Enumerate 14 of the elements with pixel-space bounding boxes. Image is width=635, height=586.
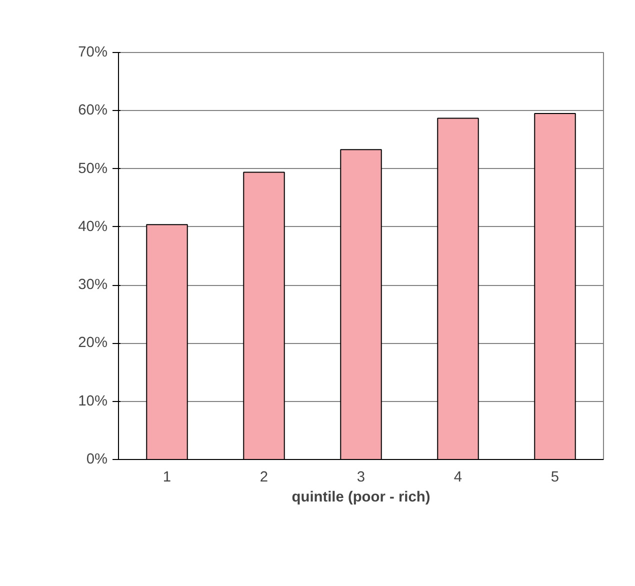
x-tick-label: 4 [454,470,462,486]
y-tick-label: 10% [78,393,108,410]
y-tick-label: 40% [78,218,108,235]
y-tick-label: 70% [78,44,108,60]
y-tick-label: 60% [78,102,108,119]
x-axis-title: quintile (poor - rich) [292,490,430,506]
x-tick-label: 3 [356,470,366,486]
x-tick-label: 1 [162,470,172,486]
x-tick-label: 2 [260,470,268,486]
y-tick-label: 20% [78,335,108,352]
x-tick-label: 5 [550,470,560,486]
y-tick-label: 30% [78,277,108,294]
y-tick-label: 0% [86,452,108,468]
y-tick-label: 50% [78,160,108,177]
